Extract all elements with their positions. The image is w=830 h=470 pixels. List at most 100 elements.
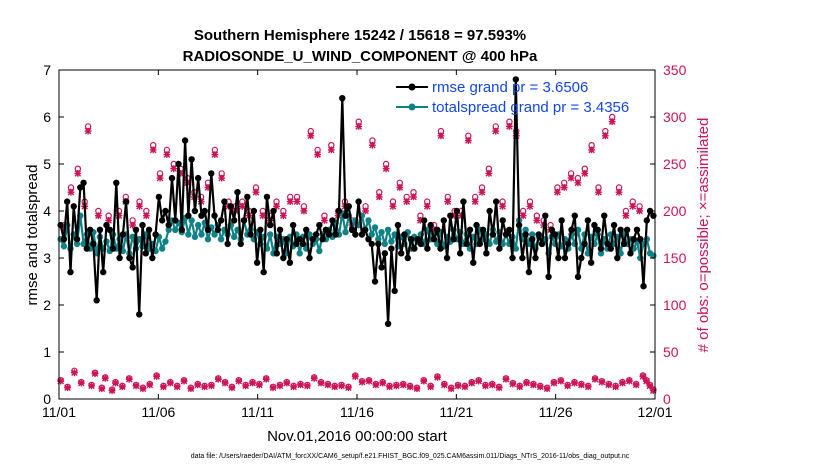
obs-assimilated-marker (581, 170, 589, 177)
obs-assimilated-marker (598, 378, 606, 386)
obs-assimilated-marker (461, 383, 469, 391)
rmse-point (496, 245, 503, 252)
obs-assimilated-marker (307, 132, 315, 140)
obs-assimilated-marker (601, 132, 609, 140)
obs-assimilated-marker (362, 207, 369, 215)
obs-assimilated-marker (478, 188, 486, 196)
rmse-point (479, 226, 487, 233)
obs-assimilated-marker (283, 379, 291, 387)
totalspread-point (597, 250, 605, 257)
rmse-point (384, 320, 392, 327)
rmse-point (96, 226, 104, 233)
rmse-point (181, 137, 189, 144)
rmse-point (162, 207, 169, 215)
obs-assimilated-marker (153, 373, 161, 380)
rmse-point (319, 236, 326, 243)
rmse-point (234, 189, 241, 196)
obs-assimilated-marker (255, 381, 263, 389)
rmse-point (627, 250, 634, 257)
rmse-point (623, 226, 631, 233)
y2-axis-label: # of obs: o=possible; ×=assimilated (695, 118, 712, 353)
obs-assimilated-marker (101, 374, 109, 382)
totalspread-point (368, 231, 375, 238)
rmse-point (594, 226, 601, 233)
obs-assimilated-marker (228, 384, 236, 392)
rmse-point (67, 268, 74, 276)
rmse-point (194, 174, 202, 182)
rmse-point (365, 236, 372, 243)
rmse-point (643, 217, 651, 224)
rmse-point (257, 226, 264, 233)
obs-assimilated-marker (91, 370, 99, 378)
rmse-point (515, 221, 523, 229)
obs-assimilated-marker (105, 217, 113, 224)
obs-assimilated-marker (475, 377, 482, 385)
rmse-point (175, 160, 182, 168)
obs-assimilated-marker (625, 377, 633, 385)
obs-assimilated-marker (636, 207, 643, 215)
legend-spread-label: totalspread grand pr = 3.4356 (432, 99, 629, 116)
rmse-point (322, 226, 330, 233)
rmse-point (122, 198, 130, 205)
obs-assimilated-marker (317, 379, 325, 387)
obs-assimilated-marker (238, 202, 246, 210)
obs-assimilated-marker (98, 385, 106, 393)
obs-assimilated-marker (321, 217, 328, 224)
obs-assimilated-marker (375, 193, 383, 201)
rmse-point (158, 217, 166, 224)
totalspread-point (267, 231, 274, 238)
totalspread-point (296, 250, 303, 257)
rmse-point (316, 221, 323, 229)
rmse-point (584, 217, 592, 224)
rmse-point (571, 212, 578, 219)
obs-assimilated-marker (619, 379, 626, 387)
obs-assimilated-marker (201, 383, 208, 391)
obs-assimilated-marker (149, 146, 157, 154)
totalspread-point (188, 217, 195, 224)
y-tick-label: 5 (43, 156, 51, 172)
rmse-point (368, 240, 375, 248)
obs-assimilated-marker (187, 385, 195, 393)
obs-assimilated-marker (423, 202, 431, 210)
obs-assimilated-marker (543, 385, 551, 393)
obs-assimilated-marker (574, 179, 582, 187)
totalspread-point (165, 226, 172, 233)
obs-assimilated-marker (365, 377, 373, 385)
rmse-point (149, 254, 156, 262)
rmse-point (601, 212, 608, 219)
rmse-point (640, 283, 647, 290)
x-axis-label: Nov.01,2016 00:00:00 start (267, 428, 448, 445)
obs-assimilated-marker (530, 381, 537, 389)
rmse-point (473, 221, 480, 229)
rmse-point (522, 231, 529, 238)
rmse-point (230, 217, 238, 224)
obs-assimilated-marker (560, 184, 568, 191)
data-file-footer: data file: /Users/raeder/DAI/ATM_forcXX/… (191, 453, 630, 460)
obs-assimilated-marker (553, 188, 561, 196)
rmse-point (270, 207, 277, 215)
totalspread-point (391, 231, 398, 238)
x-tick-label: 12/01 (637, 404, 672, 420)
totalspread-point (158, 245, 166, 252)
obs-assimilated-marker (523, 379, 530, 387)
totalspread-point (371, 224, 379, 231)
obs-assimilated-marker (567, 174, 575, 182)
rmse-point (283, 236, 290, 243)
obs-assimilated-marker (382, 165, 390, 173)
obs-assimilated-marker (649, 387, 657, 394)
y-tick-label: 4 (43, 203, 51, 219)
rmse-point (348, 226, 356, 233)
rmse-point (293, 240, 300, 248)
rmse-point (483, 250, 490, 257)
rmse-point (77, 184, 84, 191)
y-tick-label: 1 (43, 344, 51, 360)
totalspread-point (316, 247, 323, 255)
obs-assimilated-marker (108, 387, 116, 394)
rmse-point (466, 226, 474, 233)
rmse-point (358, 231, 366, 238)
rmse-point (578, 254, 585, 262)
rmse-point (227, 203, 235, 210)
rmse-point (83, 245, 91, 252)
rmse-point (132, 226, 140, 233)
obs-assimilated-marker (351, 373, 359, 380)
